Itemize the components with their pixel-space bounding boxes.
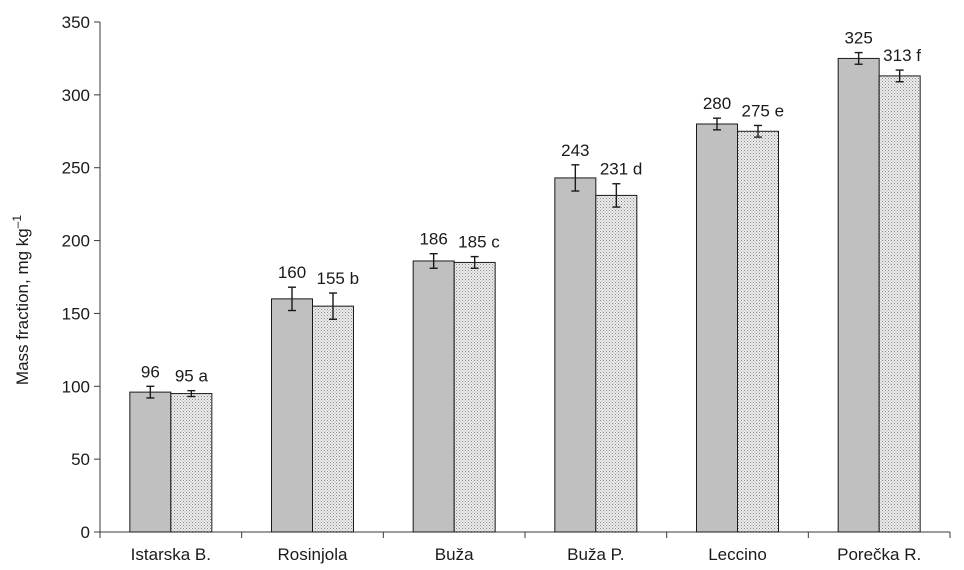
y-tick-label: 0 [81,523,90,542]
bar [170,393,213,533]
bar [312,305,354,533]
y-axis: 0 50 100 150 200 250 300 350 [62,13,101,542]
data-label: 185 c [458,233,500,252]
bar [878,75,921,533]
bar [554,177,597,533]
data-label: 95 a [175,367,209,386]
x-tick-label: Buža [435,545,474,564]
y-tick-label: 50 [71,450,90,469]
y-axis-title: Mass fraction, mg kg–1 [10,215,32,386]
data-label: 160 [278,263,306,282]
data-label: 96 [141,362,160,381]
bar [453,261,496,533]
data-label: 280 [703,94,731,113]
y-tick-label: 350 [62,13,90,32]
bar [412,260,455,533]
x-tick-label: Rosinjola [278,545,348,564]
y-tick-label: 150 [62,304,90,323]
bar [129,391,172,533]
y-axis-title-superscript: –1 [10,215,24,229]
bar [737,130,779,533]
y-tick-label: 250 [62,159,90,178]
x-tick-label: Porečka R. [837,545,921,564]
bar [696,123,738,533]
data-label: 275 e [742,101,785,120]
x-tick-label: Istarska B. [131,545,211,564]
data-label: 325 [844,29,872,48]
bar [837,57,880,533]
x-tick-label: Leccino [708,545,767,564]
x-axis: Istarska B. Rosinjola Buža Buža P. Leccino Po… [99,531,951,564]
y-tick-label: 200 [62,232,90,251]
data-label: 313 f [883,46,921,65]
y-tick-label: 300 [62,86,90,105]
x-tick-label: Buža P. [567,545,624,564]
data-labels: 96 160 186 243 280 325 95 a 155 b 185 c 231 d 275 … [141,29,921,386]
bar [595,194,638,533]
data-label: 186 [419,230,447,249]
bars [129,51,921,533]
y-axis-title-text: Mass fraction, mg kg [13,228,32,385]
data-label: 155 b [317,269,360,288]
bar [271,298,313,533]
data-label: 231 d [600,160,643,179]
y-tick-label: 100 [62,377,90,396]
data-label: 243 [561,141,589,160]
